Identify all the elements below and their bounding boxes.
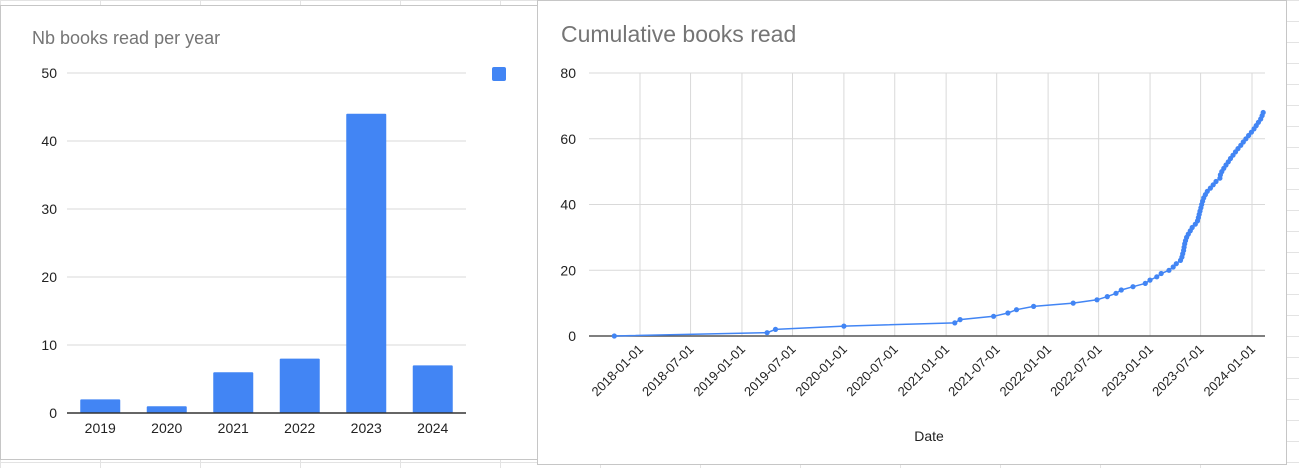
bar bbox=[279, 358, 320, 413]
data-point bbox=[1005, 310, 1011, 316]
data-point bbox=[1142, 280, 1148, 286]
x-tick-label: 2022 bbox=[284, 420, 315, 436]
y-tick-label: 20 bbox=[41, 269, 57, 285]
x-tick-label: 2021 bbox=[218, 420, 249, 436]
data-point bbox=[1213, 178, 1219, 185]
chart-title: Cumulative books read bbox=[561, 21, 797, 47]
data-point bbox=[1204, 188, 1210, 194]
data-point bbox=[1147, 277, 1153, 283]
y-tick-label: 80 bbox=[560, 65, 576, 81]
x-tick-label: 2022-07-01 bbox=[1047, 342, 1105, 400]
data-point bbox=[772, 326, 779, 332]
x-tick-label: 2019-07-01 bbox=[741, 342, 799, 400]
legend-swatch bbox=[492, 67, 506, 81]
x-tick-label: 2022-01-01 bbox=[997, 342, 1055, 400]
y-tick-label: 50 bbox=[41, 65, 57, 81]
data-point bbox=[1130, 284, 1136, 290]
y-tick-label: 10 bbox=[41, 337, 57, 353]
bar bbox=[213, 372, 254, 413]
data-point bbox=[1260, 109, 1266, 116]
data-point bbox=[957, 317, 963, 323]
y-tick-label: 0 bbox=[49, 405, 57, 421]
data-point bbox=[1170, 264, 1176, 270]
chart-title: Nb books read per year bbox=[32, 28, 221, 48]
x-tick-label: 2023 bbox=[351, 420, 382, 436]
data-point bbox=[1118, 287, 1124, 293]
data-point bbox=[1166, 267, 1172, 273]
y-tick-label: 20 bbox=[560, 262, 576, 278]
x-axis-label: Date bbox=[914, 428, 944, 444]
x-tick-label: 2021-01-01 bbox=[895, 342, 953, 400]
data-point bbox=[1013, 307, 1020, 313]
line-chart-canvas: 0204060802018-01-012018-07-012019-01-012… bbox=[560, 65, 1266, 444]
data-point bbox=[1094, 297, 1100, 303]
y-tick-label: 0 bbox=[568, 328, 576, 344]
bar bbox=[346, 113, 387, 414]
data-point bbox=[764, 330, 770, 336]
y-tick-label: 60 bbox=[560, 131, 576, 147]
data-point bbox=[1189, 224, 1195, 231]
y-tick-label: 30 bbox=[41, 201, 57, 217]
y-tick-label: 40 bbox=[41, 133, 57, 149]
x-tick-label: 2020-01-01 bbox=[792, 342, 850, 400]
data-point bbox=[1070, 300, 1076, 306]
bar bbox=[146, 406, 187, 413]
bar bbox=[412, 365, 453, 413]
x-tick-label: 2023-01-01 bbox=[1099, 342, 1157, 400]
data-point bbox=[952, 320, 958, 326]
series-line bbox=[614, 112, 1264, 337]
x-tick-label: 2024 bbox=[417, 420, 448, 436]
bar bbox=[80, 399, 121, 413]
data-point bbox=[611, 333, 617, 339]
data-point bbox=[1031, 303, 1037, 309]
x-tick-label: 2020-07-01 bbox=[843, 342, 901, 400]
x-tick-label: 2019-01-01 bbox=[690, 342, 748, 400]
chart-books-per-year[interactable]: Nb books read per year 0 10 20 30 40 50 2019 20… bbox=[0, 5, 538, 460]
x-tick-label: 2018-01-01 bbox=[588, 342, 646, 400]
data-point bbox=[841, 323, 847, 329]
chart-cumulative-books[interactable]: Cumulative books read 0 20 40 60 80 2018-01-0… bbox=[537, 0, 1287, 465]
data-point bbox=[1154, 274, 1160, 280]
x-tick-label: 2023-07-01 bbox=[1149, 342, 1207, 400]
data-point bbox=[1113, 290, 1119, 296]
x-tick-label: 2021-07-01 bbox=[945, 342, 1003, 400]
x-tick-label: 2018-07-01 bbox=[639, 342, 697, 400]
data-point bbox=[1173, 261, 1179, 267]
bar-chart-canvas: 0 10 20 30 40 50 2019 2020 2021 2022 2023 2024 bbox=[41, 65, 506, 436]
data-point bbox=[1158, 270, 1164, 277]
data-point bbox=[991, 313, 997, 319]
x-tick-label: 2020 bbox=[151, 420, 182, 436]
data-point bbox=[1104, 294, 1110, 300]
x-tick-label: 2019 bbox=[85, 420, 116, 436]
x-tick-label: 2024-01-01 bbox=[1200, 342, 1258, 400]
y-tick-label: 40 bbox=[560, 197, 576, 213]
